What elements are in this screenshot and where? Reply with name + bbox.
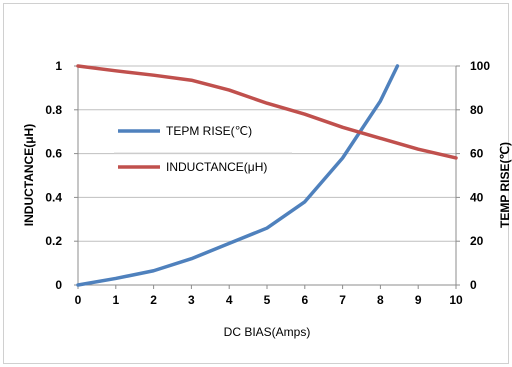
data-point	[190, 257, 193, 260]
y-axis-title: INDUCTANCE(μH)	[22, 124, 36, 226]
data-point	[152, 73, 155, 77]
y-tick-label: 0.4	[45, 190, 62, 204]
y-tick-label: 0	[55, 278, 62, 292]
series-lines	[76, 64, 458, 287]
x-tick-label: 1	[112, 293, 119, 307]
data-point	[190, 79, 193, 82]
data-point	[228, 88, 231, 92]
data-point	[228, 242, 231, 245]
x-tick-label: 5	[264, 293, 271, 307]
y2-tick-label: 0	[470, 278, 477, 292]
y2-tick-label: 60	[470, 147, 484, 161]
y2-axis-title: TEMP RISE(℃)	[498, 142, 512, 228]
data-point	[76, 64, 80, 68]
data-point	[303, 112, 306, 116]
axes	[74, 65, 460, 289]
y2-tick-label: 40	[470, 190, 484, 204]
y-tick-label: 0.2	[45, 234, 62, 248]
data-point	[76, 283, 80, 287]
x-tick-label: 9	[415, 293, 422, 307]
legend: TEPM RISE(℃) INDUCTANCE(μH)	[114, 124, 292, 174]
x-axis-title: DC BIAS(Amps)	[224, 325, 311, 339]
series-line-temp-rise	[76, 64, 400, 287]
data-point	[396, 64, 399, 68]
y-tick-label: 0.8	[45, 103, 62, 117]
data-point	[152, 269, 155, 272]
x-tick-label: 6	[301, 293, 308, 307]
y-tick-label: 1	[55, 59, 62, 73]
x-tick-label: 10	[449, 293, 463, 307]
x-tick-label: 0	[75, 293, 82, 307]
x-tick-label: 2	[150, 293, 157, 307]
x-tick-label: 4	[226, 293, 233, 307]
data-point	[114, 69, 118, 73]
data-point	[265, 102, 269, 105]
y2-tick-label: 100	[470, 59, 490, 73]
data-point	[417, 148, 420, 151]
y2-tick-label: 20	[470, 234, 484, 248]
data-point	[303, 200, 306, 203]
data-point	[265, 226, 269, 230]
data-point	[379, 99, 382, 103]
data-point	[341, 156, 344, 160]
data-point	[379, 137, 382, 140]
legend-label: INDUCTANCE(μH)	[166, 160, 267, 174]
gridlines	[78, 65, 456, 242]
x-tick-label: 8	[377, 293, 384, 307]
chart-frame	[3, 3, 509, 364]
series-line-inductance	[76, 64, 458, 160]
y-tick-label: 0.6	[45, 147, 62, 161]
x-tick-label: 3	[188, 293, 195, 307]
data-point	[114, 277, 118, 280]
data-point	[341, 126, 344, 129]
y2-tick-label: 80	[470, 103, 484, 117]
x-tick-label: 7	[339, 293, 346, 307]
legend-label: TEPM RISE(℃)	[166, 124, 252, 138]
data-point	[454, 156, 458, 160]
